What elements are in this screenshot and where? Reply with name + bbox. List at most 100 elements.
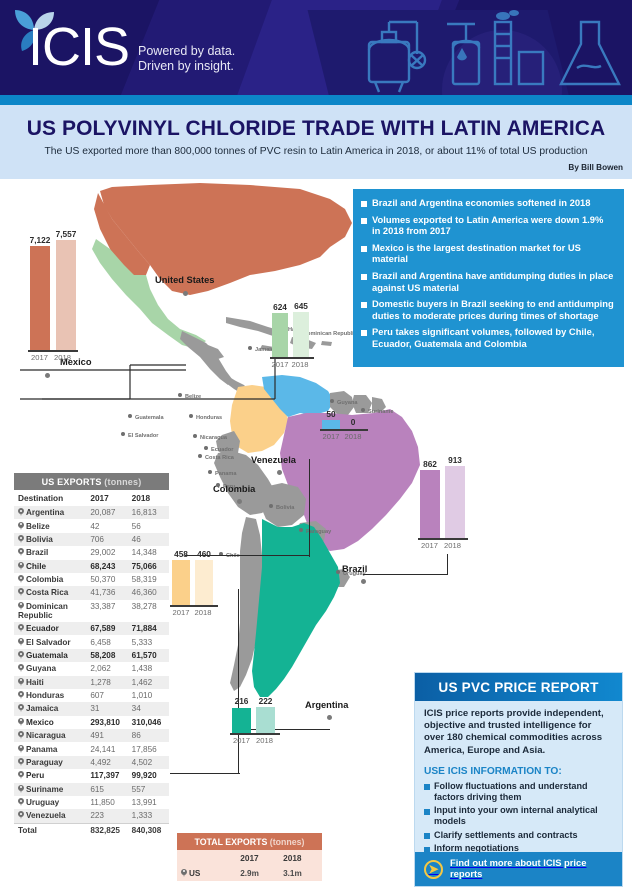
table-row: Ecuador 67,589 71,884 xyxy=(14,622,169,636)
map-minor-label: Suriname xyxy=(368,409,394,415)
map-dot-brazil xyxy=(361,579,366,584)
table-row: Bolivia 706 46 xyxy=(14,532,169,547)
tick-2017: 2017 xyxy=(421,540,438,550)
price-report-paragraph: ICIS price reports provide independent, … xyxy=(424,708,604,756)
map-minor-label: Jamaica xyxy=(255,347,278,353)
map-minor-dot xyxy=(330,399,334,403)
table-row: Guyana 2,062 1,438 xyxy=(14,662,169,676)
total-label: Total xyxy=(14,822,87,837)
location-pin-icon xyxy=(18,717,24,726)
row-2018: 16,813 xyxy=(127,506,169,520)
tick-2017: 2017 xyxy=(233,735,250,745)
tick-2018: 2018 xyxy=(256,735,273,745)
location-pin-icon xyxy=(18,677,24,686)
map-minor-dot xyxy=(216,483,220,487)
row-2017: 2,062 xyxy=(86,662,128,676)
price-report-bullet-text: Inform negotiations xyxy=(434,843,519,854)
row-destination: Belize xyxy=(14,519,87,533)
row-2018: 99,920 xyxy=(127,769,169,783)
map-label-argentina: Argentina xyxy=(305,700,349,710)
row-2018: 56 xyxy=(127,519,169,533)
map-minor-dot xyxy=(198,454,202,458)
row-destination: Costa Rica xyxy=(14,586,87,600)
bar-chart-mexico: 624 645 2017 2018 xyxy=(270,301,314,369)
row-destination: Chile xyxy=(14,559,87,573)
row-2017: 68,243 xyxy=(86,559,128,573)
price-report-panel: US PVC PRICE REPORT ICIS price reports p… xyxy=(414,672,623,887)
row-2017: 491 xyxy=(86,729,128,743)
leader-colombia-v xyxy=(238,589,240,774)
row-2018: 1,438 xyxy=(127,662,169,676)
map-region-bolivia xyxy=(260,483,306,527)
table-row: Venezuela 223 1,333 xyxy=(14,809,169,824)
row-destination: Suriname xyxy=(14,782,87,796)
tick-2017: 2017 xyxy=(172,607,190,617)
row-destination: Paraguay xyxy=(14,755,87,770)
row-2017: 117,397 xyxy=(86,769,128,783)
price-report-bullet-text: Follow fluctuations and understand facto… xyxy=(434,780,588,802)
tick-2017: 2017 xyxy=(322,431,340,441)
table-total-row: Total 832,825 840,308 xyxy=(14,822,169,837)
chemical-plant-icons xyxy=(367,10,621,93)
row-destination: Panama xyxy=(14,742,87,756)
location-pin-icon xyxy=(18,588,24,597)
bar-2018: 0 xyxy=(344,417,362,430)
row-2017: 50,370 xyxy=(86,572,128,587)
map-minor-dot xyxy=(361,408,365,412)
map-minor-label: Nicaragua xyxy=(200,435,228,441)
row-2017: 607 xyxy=(86,688,128,703)
row-2017: 615 xyxy=(86,782,128,796)
location-pin-icon xyxy=(18,784,24,793)
bar-chart-venezuela: 50 0 2017 2018 xyxy=(320,409,368,441)
map-minor-label: Peru xyxy=(223,484,236,490)
map-minor-label: Honduras xyxy=(196,415,223,421)
chart-axis xyxy=(418,538,468,540)
find-out-more-link[interactable]: ➤ Find out more about ICIS price reports xyxy=(415,852,622,886)
cta-label: Find out more about ICIS price reports xyxy=(450,857,587,879)
bullet-square-icon xyxy=(424,846,430,853)
map-region-mexico xyxy=(92,239,206,349)
price-report-body: ICIS price reports provide independent, … xyxy=(415,701,622,854)
row-2017: 11,850 xyxy=(86,795,128,810)
page-title: US POLYVINYL CHLORIDE TRADE WITH LATIN A… xyxy=(26,117,606,140)
total-exports-row: US 2.9m 3.1m xyxy=(177,865,322,881)
key-point-text: Volumes exported to Latin America were d… xyxy=(372,213,604,237)
map-label-brazil: Brazil xyxy=(342,564,368,574)
tick-2017: 2017 xyxy=(31,352,48,362)
row-destination: Bolivia xyxy=(14,532,87,547)
map-minor-label: Panama xyxy=(215,471,237,477)
bar-value-label: 913 xyxy=(448,454,462,465)
price-report-heading: US PVC PRICE REPORT xyxy=(415,673,622,701)
row-2017: 706 xyxy=(86,532,128,547)
row-destination: Guatemala xyxy=(14,648,87,663)
map-minor-label: Paraguay xyxy=(306,529,332,535)
map-region-us-west xyxy=(94,193,150,275)
map-region-venezuela xyxy=(262,375,334,417)
total-row-label: US xyxy=(177,865,237,881)
row-2018: 58,319 xyxy=(127,572,169,587)
location-pin-icon xyxy=(18,691,24,700)
bar-2017: 862 xyxy=(420,459,440,538)
total-col-2018: 2018 xyxy=(279,849,322,866)
row-2018: 34 xyxy=(127,702,169,716)
map-dot-venezuela xyxy=(277,470,282,475)
icis-trefoil-logo-icon xyxy=(15,10,54,51)
table-row: Jamaica 31 34 xyxy=(14,702,169,716)
bullet-square-icon xyxy=(424,833,430,840)
bar-value-label: 460 xyxy=(197,548,211,559)
bullet-square-icon xyxy=(424,784,430,791)
table-row: Nicaragua 491 86 xyxy=(14,729,169,743)
chart-axis xyxy=(320,429,368,431)
total-exports-caption: TOTAL EXPORTS (tonnes) xyxy=(177,833,322,850)
location-pin-icon xyxy=(181,868,187,877)
price-report-bullet-text: Input into your own internal analytical … xyxy=(434,805,598,827)
map-minor-label: Guyana xyxy=(337,400,358,406)
bullet-square-icon xyxy=(361,302,367,309)
chart-tick-labels: 2017 2018 xyxy=(170,607,218,617)
bar-2017: 50 xyxy=(322,409,340,429)
page-subtitle: The US exported more than 800,000 tonnes… xyxy=(44,146,588,157)
total-row-2017: 2.9m xyxy=(236,865,280,881)
row-destination: Haiti xyxy=(14,675,87,689)
location-pin-icon xyxy=(18,601,24,610)
